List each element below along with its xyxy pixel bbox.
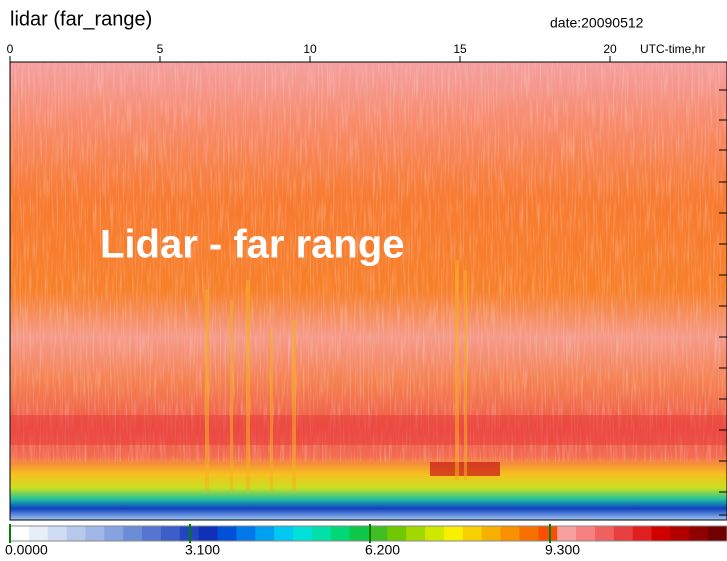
colorbar-swatch	[368, 526, 388, 541]
colorbar-swatch	[198, 526, 219, 541]
x-tick-label: 20	[603, 42, 617, 56]
x-tick-label: 5	[157, 42, 164, 56]
colorbar-swatch	[519, 526, 539, 541]
colorbar-swatch	[387, 526, 407, 541]
colorbar-swatch	[47, 526, 68, 541]
colorbar-swatch	[462, 526, 483, 541]
colorbar-tick-label: 6.200	[365, 542, 400, 558]
colorbar-swatch	[557, 526, 577, 541]
colorbar-swatch	[632, 526, 653, 541]
annotation: Lidar - far range	[100, 223, 405, 267]
colorbar-swatch	[613, 526, 634, 541]
colorbar-swatch	[66, 526, 86, 541]
colorbar-swatch	[293, 526, 313, 541]
colorbar-swatch	[576, 526, 596, 541]
x-tick-label: 10	[303, 42, 317, 56]
heatmap	[9, 61, 727, 521]
colorbar-swatch	[443, 526, 464, 541]
colorbar-swatch	[274, 526, 294, 541]
colorbar-swatch	[500, 526, 520, 541]
colorbar-swatch	[28, 526, 49, 541]
colorbar-swatch	[142, 526, 162, 541]
heatmap-band	[10, 415, 727, 445]
colorbar-swatch	[104, 526, 124, 541]
colorbar-swatch	[160, 526, 181, 541]
colorbar-swatch	[330, 526, 351, 541]
colorbar-swatch	[670, 526, 690, 541]
colorbar-swatch	[651, 526, 671, 541]
right-axis-ticks	[719, 89, 727, 516]
chart-title: lidar (far_range)	[10, 8, 152, 30]
colorbar-tick-label: 9.300	[545, 542, 580, 558]
colorbar-swatch	[85, 526, 105, 541]
colorbar-tick-label: 3.100	[185, 542, 220, 558]
heatmap-streaks	[205, 260, 467, 490]
colorbar-swatch	[311, 526, 332, 541]
colorbar-swatch	[123, 526, 143, 541]
colorbar-swatch	[349, 526, 369, 541]
date-label: date:20090512	[550, 15, 644, 31]
x-tick-label: 0	[7, 42, 14, 56]
colorbar-swatch	[236, 526, 256, 541]
colorbar-swatch	[10, 526, 30, 541]
colorbar-swatch	[708, 526, 727, 541]
colorbar-tick-label: 0.0000	[5, 542, 48, 558]
colorbar-swatch	[255, 526, 275, 541]
colorbar-swatch	[689, 526, 709, 541]
plot-frame	[9, 61, 727, 521]
heatmap-texture	[10, 62, 727, 462]
colorbar-swatch	[481, 526, 502, 541]
x-tick-label: 15	[453, 42, 467, 56]
x-axis-label: UTC-time,hr	[640, 42, 705, 56]
colorbar-swatch	[538, 526, 558, 541]
colorbar-swatch	[217, 526, 237, 541]
colorbar-swatch	[406, 526, 426, 541]
colorbar-swatch	[425, 526, 445, 541]
colorbar-swatch	[594, 526, 615, 541]
